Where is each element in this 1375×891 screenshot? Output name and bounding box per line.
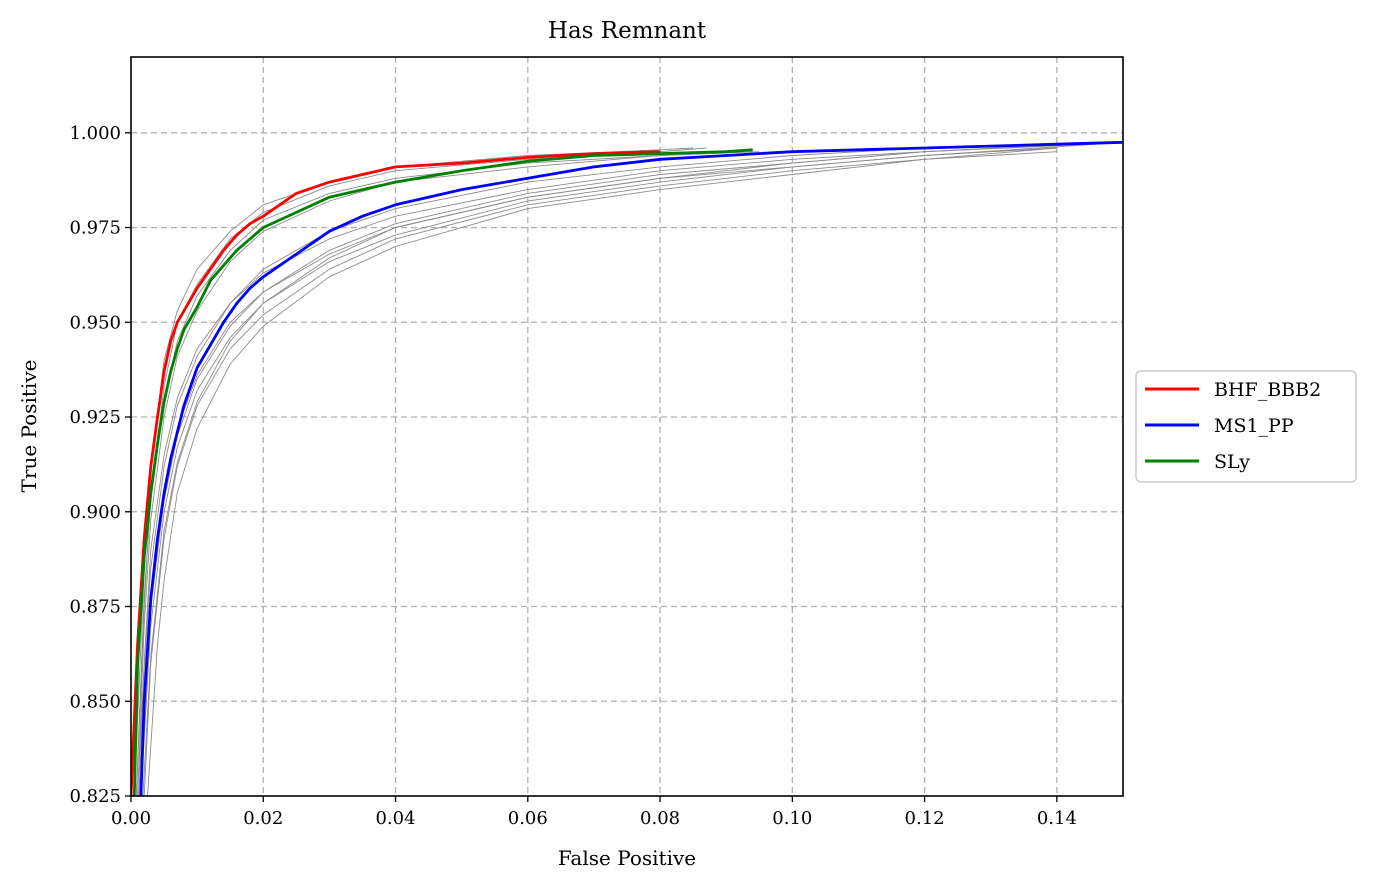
series-lines [131,140,1123,796]
y-tick-label: 0.825 [69,786,121,807]
legend-label: MS1_PP [1214,415,1294,437]
series-line-ms1-pp [139,140,1123,796]
x-tick-label: 0.04 [375,808,415,829]
x-tick-label: 0.12 [905,808,945,829]
y-axis-label: True Positive [17,360,41,493]
plot-frame [130,56,1124,797]
y-tick-label: 0.875 [69,597,121,618]
legend-box [1135,370,1357,483]
y-tick-label: 0.950 [69,312,121,333]
y-tick-label: 1.000 [69,123,121,144]
x-axis-label: False Positive [558,846,696,870]
background-roc-curve [142,143,1097,796]
background-roc-curve [137,143,1077,796]
background-roc-curve [143,147,1057,796]
x-tick-label: 0.00 [111,808,151,829]
plot-area [131,57,1123,796]
y-tick-label: 0.850 [69,691,121,712]
y-axis-ticks: 0.825 0.850 0.875 0.900 0.925 0.950 0.975 1.000 [69,123,131,807]
legend: BHF_BBB2 MS1_PP SLy [1135,370,1357,483]
y-tick-label: 0.975 [69,218,121,239]
series-line-bhf-bbb2 [131,150,661,796]
x-tick-label: 0.02 [243,808,283,829]
grid-lines [131,57,1123,796]
legend-label: BHF_BBB2 [1214,379,1321,401]
x-tick-label: 0.14 [1037,808,1077,829]
y-tick-label: 0.900 [69,502,121,523]
background-roc-curve [138,143,1044,796]
legend-label: SLy [1214,451,1250,473]
x-tick-label: 0.10 [772,808,812,829]
x-tick-label: 0.06 [508,808,548,829]
background-roc-curve [137,151,727,796]
background-roc-curve [140,147,1057,796]
x-axis-ticks: 0.00 0.02 0.04 0.06 0.08 0.10 0.12 0.14 [111,796,1077,829]
x-tick-label: 0.08 [640,808,680,829]
background-roc-curve [147,151,1057,796]
chart-title: Has Remnant [548,18,707,44]
series-line-sly [132,148,753,796]
y-tick-label: 0.925 [69,407,121,428]
background-roc-curve [139,143,1071,796]
